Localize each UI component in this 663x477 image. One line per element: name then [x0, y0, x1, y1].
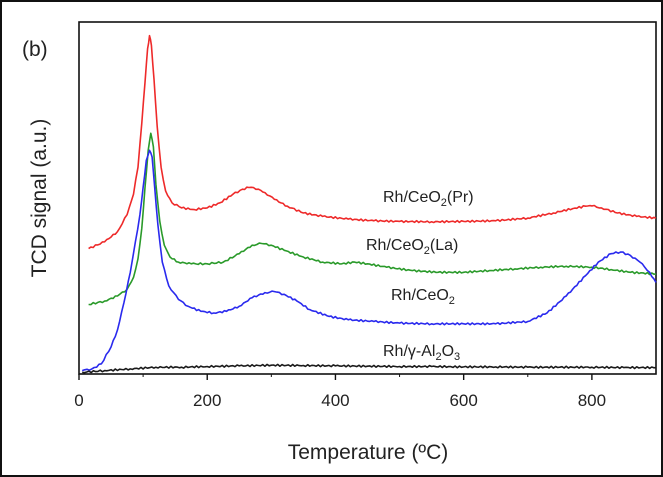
x-axis-ticks: 0 200 400 600 800	[74, 374, 606, 410]
series-line-rh-al2o3	[82, 363, 657, 374]
x-tick-label-200: 200	[193, 391, 221, 410]
series-label-rh-ceo2-pr-: Rh/CeO2(Pr)	[383, 189, 474, 209]
series-labels: Rh/CeO2(Pr) Rh/CeO2(La) Rh/CeO2 Rh/γ-Al2O3	[366, 189, 474, 363]
x-axis-title: Temperature (ºC)	[288, 441, 449, 464]
x-tick-label-600: 600	[449, 391, 477, 410]
series-layer	[81, 34, 657, 374]
y-axis-title: TCD signal (a.u.)	[28, 119, 51, 278]
series-line-rh-ceo2	[81, 149, 657, 372]
x-tick-label-400: 400	[321, 391, 349, 410]
series-label-rh-ceo2: Rh/CeO2	[391, 287, 455, 307]
series-line-rh-ceo2-pr-	[88, 34, 657, 250]
panel-label: (b)	[22, 38, 48, 61]
series-line-rh-ceo2-la-	[88, 132, 657, 306]
plot-area-frame	[78, 21, 657, 375]
x-tick-label-800: 800	[578, 391, 606, 410]
series-label-rh-ceo2-la-: Rh/CeO2(La)	[366, 237, 458, 257]
x-tick-label-0: 0	[74, 391, 83, 410]
series-label-rh-al2o3: Rh/γ-Al2O3	[383, 343, 460, 363]
